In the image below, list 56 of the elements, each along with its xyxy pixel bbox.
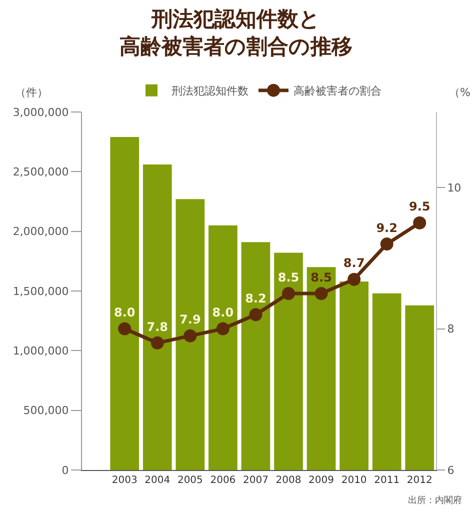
bar: [405, 305, 434, 470]
y-tick-label: 1,500,000: [12, 284, 69, 298]
bar: [306, 267, 336, 470]
y-tick-label: 0: [62, 464, 69, 477]
y2-tick-label: 6: [447, 464, 454, 477]
y-tick-label: 2,000,000: [12, 225, 69, 238]
data-label: 8.0: [114, 306, 136, 320]
point: [184, 329, 197, 342]
data-label: 8.2: [245, 292, 266, 306]
point: [282, 286, 295, 300]
bar: [372, 293, 402, 470]
data-label: 7.8: [146, 320, 168, 334]
legend-label: 刑法犯認知件数: [172, 84, 248, 98]
y-tick-label: 1,000,000: [12, 344, 69, 358]
point: [150, 336, 164, 350]
x-tick-label: 2009: [308, 475, 334, 486]
point: [118, 322, 132, 336]
point: [380, 238, 394, 251]
x-tick-label: 2003: [112, 475, 138, 486]
x-tick-label: 2005: [177, 475, 203, 486]
bar: [142, 164, 172, 470]
y2-tick-label: 8: [447, 322, 454, 336]
text: 出所：内閣府: [408, 495, 462, 506]
x-tick-label: 2011: [374, 475, 400, 486]
data-label: 8.7: [343, 256, 365, 270]
point: [348, 272, 361, 286]
y2-axis-title: （%）: [449, 86, 472, 99]
y-tick-label: 2,500,000: [12, 166, 69, 179]
y-tick-label: 3,000,000: [12, 106, 69, 119]
y-tick-label: 500,000: [23, 404, 69, 418]
point: [216, 322, 230, 336]
x-tick-label: 2012: [406, 475, 432, 486]
point: [413, 216, 426, 230]
data-label: 7.9: [180, 312, 201, 327]
y-axis-title: （件）: [15, 86, 48, 99]
x-tick-label: 2010: [341, 475, 367, 486]
bar: [340, 281, 368, 470]
data-label: 8.5: [278, 270, 300, 284]
data-label: 9.2: [376, 220, 398, 235]
bar: [274, 252, 303, 470]
point: [314, 286, 328, 300]
data-label: 8.0: [212, 306, 234, 320]
bar: [110, 137, 140, 470]
point: [249, 308, 262, 322]
bar: [176, 199, 205, 470]
legend-label: 高齢被害者の割合: [294, 84, 382, 98]
x-tick-label: 2006: [210, 475, 236, 486]
x-tick-label: 2007: [242, 475, 268, 486]
chart-title: 刑法犯認知件数と高齢被害者の割合の推移: [120, 7, 352, 58]
x-tick-label: 2004: [144, 475, 170, 486]
bar: [208, 225, 238, 470]
bar: [241, 242, 270, 470]
x-tick-label: 2008: [276, 475, 302, 486]
data-label: 8.5: [310, 270, 332, 284]
y2-tick-label: 10: [447, 181, 462, 194]
data-label: 9.5: [408, 200, 430, 214]
